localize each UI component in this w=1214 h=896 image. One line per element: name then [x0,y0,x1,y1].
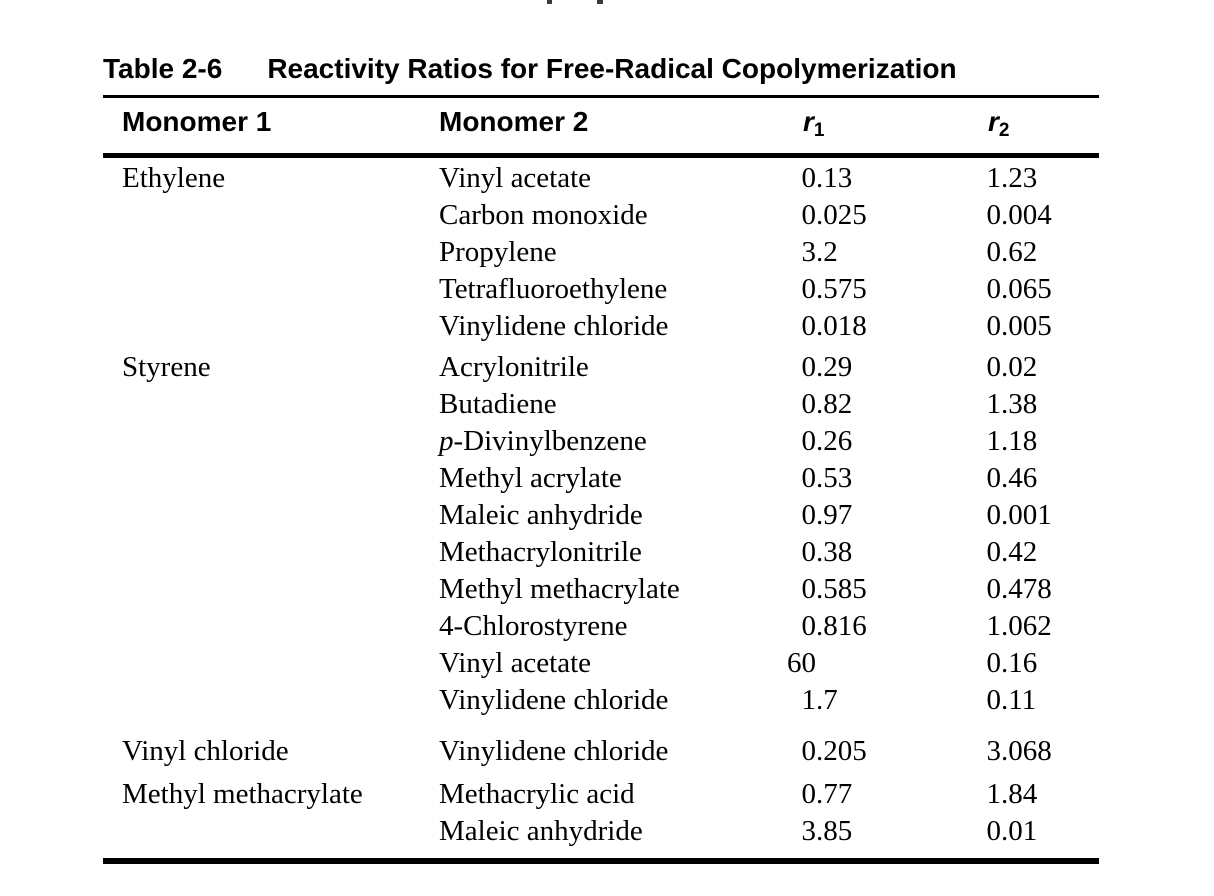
r2-value-cell: 0.004 [986,199,1052,231]
monomer2-cell: Vinylidene chloride [439,310,669,342]
monomer2-cell: Maleic anhydride [439,815,643,847]
r1-value-cell: 3.85 [801,815,853,847]
table-top-rule [103,95,1099,98]
monomer1-cell: Methyl methacrylate [122,778,363,810]
r2-value-cell: 0.46 [986,462,1038,494]
r1-value-cell: 0.82 [801,388,853,420]
reactivity-ratios-table: Monomer 1 Monomer 2 r1 r2 Ethylene Vinyl … [103,95,1099,864]
r1-subscript: 1 [813,120,825,141]
monomer2-cell: Vinyl acetate [439,162,592,194]
r2-value-cell: 0.16 [986,647,1038,679]
table-header-rule [103,153,1099,158]
table-row: Styrene Acrylonitrile 0.29 0.02 [103,349,1099,386]
monomer2-cell: Methacrylic acid [439,778,635,810]
monomer2-cell: Carbon monoxide [439,199,648,231]
table-row: Tetrafluoroethylene 0.575 0.065 [103,271,1099,308]
table-caption: Table 2-6 Reactivity Ratios for Free-Radi… [103,55,957,83]
r2-subscript: 2 [998,120,1010,141]
r1-value-cell: 1.7 [801,684,838,716]
column-header-r1: r1 [803,106,824,141]
table-row: Methyl methacrylate 0.585 0.478 [103,571,1099,608]
r1-value-cell: 0.26 [801,425,853,457]
column-header-monomer1: Monomer 1 [122,106,272,137]
r2-value-cell: 1.23 [986,162,1038,194]
r1-value-cell: 0.53 [801,462,853,494]
monomer2-cell: Butadiene [439,388,557,420]
monomer2-cell: Propylene [439,236,557,268]
r1-value-cell: 0.97 [801,499,853,531]
r1-value-cell: 60 [787,647,816,679]
monomer2-cell: Vinylidene chloride [439,684,669,716]
monomer2-cell: Vinyl acetate [439,647,592,679]
table-row: Methyl acrylate 0.53 0.46 [103,460,1099,497]
monomer2-cell: Vinylidene chloride [439,735,669,767]
r2-value-cell: 0.065 [986,273,1052,305]
monomer2-cell: p-Divinylbenzene [439,425,647,457]
r2-value-cell: 0.001 [986,499,1052,531]
monomer2-cell: Methacrylonitrile [439,536,642,568]
cutoff-text-fragment [597,0,603,4]
r1-value-cell: 0.575 [801,273,867,305]
table-row: Butadiene 0.82 1.38 [103,386,1099,423]
monomer2-cell: Tetrafluoroethylene [439,273,668,305]
monomer1-cell: Styrene [122,351,211,383]
r1-value-cell: 0.585 [801,573,867,605]
table-row: Carbon monoxide 0.025 0.004 [103,197,1099,234]
r1-value-cell: 0.025 [801,199,867,231]
r2-value-cell: 0.62 [986,236,1038,268]
r2-symbol: r [988,106,999,137]
r2-value-cell: 0.42 [986,536,1038,568]
column-header-monomer2: Monomer 2 [439,106,589,137]
r1-symbol: r [803,106,814,137]
table-row: Maleic anhydride 0.97 0.001 [103,497,1099,534]
r2-value-cell: 0.02 [986,351,1038,383]
monomer2-cell: Maleic anhydride [439,499,643,531]
monomer1-cell: Ethylene [122,162,226,194]
table-row: Vinyl acetate 60 0.16 [103,645,1099,682]
r2-value-cell: 0.11 [986,684,1037,716]
r1-value-cell: 0.38 [801,536,853,568]
table-header-row: Monomer 1 Monomer 2 r1 r2 [103,98,1099,153]
r1-value-cell: 0.13 [801,162,853,194]
table-row: Vinylidene chloride 0.018 0.005 [103,308,1099,345]
monomer2-cell: Methyl methacrylate [439,573,680,605]
r1-value-cell: 3.2 [801,236,838,268]
monomer2-cell: 4-Chlorostyrene [439,610,628,642]
table-number: Table 2-6 [103,53,223,84]
table-row: Maleic anhydride 3.85 0.01 [103,813,1099,850]
r2-value-cell: 0.005 [986,310,1052,342]
table-row: 4-Chlorostyrene 0.816 1.062 [103,608,1099,645]
table-row: Vinyl chloride Vinylidene chloride 0.205 3.… [103,733,1099,770]
r2-value-cell: 1.062 [986,610,1052,642]
r2-value-cell: 1.18 [986,425,1038,457]
table-title-text: Reactivity Ratios for Free-Radical Copol… [267,53,957,84]
r1-value-cell: 0.018 [801,310,867,342]
r2-value-cell: 1.38 [986,388,1038,420]
table-row: Methyl methacrylate Methacrylic acid 0.77 1… [103,776,1099,813]
table-row: p-Divinylbenzene 0.26 1.18 [103,423,1099,460]
r2-value-cell: 1.84 [986,778,1038,810]
cutoff-text-fragment [547,0,552,4]
r1-value-cell: 0.205 [801,735,867,767]
table-row: Propylene 3.2 0.62 [103,234,1099,271]
r1-value-cell: 0.77 [801,778,853,810]
r2-value-cell: 0.478 [986,573,1052,605]
column-header-r2: r2 [988,106,1009,141]
table-row: Vinylidene chloride 1.7 0.11 [103,682,1099,719]
r1-value-cell: 0.29 [801,351,853,383]
r1-value-cell: 0.816 [801,610,867,642]
monomer2-cell: Acrylonitrile [439,351,589,383]
monomer2-cell: Methyl acrylate [439,462,622,494]
table-row: Methacrylonitrile 0.38 0.42 [103,534,1099,571]
table-body: Ethylene Vinyl acetate 0.13 1.23 Carbon mono… [103,158,1099,858]
monomer1-cell: Vinyl chloride [122,735,289,767]
r2-value-cell: 3.068 [986,735,1052,767]
table-row: Ethylene Vinyl acetate 0.13 1.23 [103,160,1099,197]
r2-value-cell: 0.01 [986,815,1038,847]
table-bottom-rule [103,858,1099,864]
